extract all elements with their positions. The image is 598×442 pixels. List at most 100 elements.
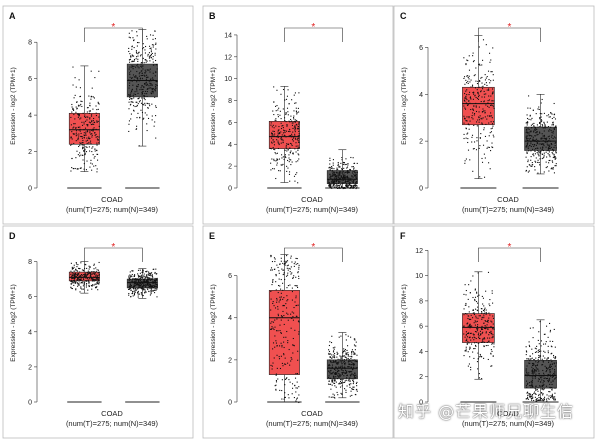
data-point	[151, 286, 153, 288]
data-point	[88, 278, 90, 280]
data-point	[282, 282, 284, 284]
data-point	[271, 132, 273, 134]
data-point	[472, 351, 474, 353]
data-point	[484, 320, 486, 322]
data-point	[353, 359, 355, 361]
data-point	[333, 360, 335, 363]
data-point	[86, 137, 88, 139]
data-point	[151, 91, 153, 93]
data-point	[532, 136, 534, 138]
data-point	[145, 279, 147, 282]
data-point	[526, 371, 528, 373]
data-point	[144, 289, 146, 291]
data-point	[280, 296, 282, 298]
data-point	[525, 146, 527, 148]
data-point	[356, 185, 358, 187]
data-point	[130, 275, 132, 277]
data-point	[344, 364, 346, 366]
data-point	[79, 271, 81, 273]
data-point	[351, 364, 353, 366]
data-point	[463, 57, 465, 59]
data-point	[531, 395, 533, 397]
data-point	[328, 352, 330, 354]
data-point	[78, 278, 80, 280]
data-point	[547, 374, 549, 376]
data-point	[132, 295, 134, 297]
data-point	[136, 77, 138, 80]
data-point	[526, 391, 529, 393]
data-point	[97, 276, 99, 279]
data-point	[129, 287, 131, 289]
data-point	[149, 60, 151, 62]
data-point	[279, 324, 281, 326]
data-point	[295, 285, 297, 287]
data-point	[351, 388, 353, 390]
data-point	[142, 270, 144, 272]
box-tumor	[68, 112, 100, 145]
data-point	[466, 99, 468, 101]
data-point	[477, 324, 479, 326]
data-point	[290, 357, 292, 359]
data-point	[342, 179, 345, 181]
data-point	[275, 381, 278, 383]
data-point	[525, 169, 528, 171]
data-point	[492, 327, 494, 329]
data-point	[96, 142, 98, 144]
data-point	[483, 100, 485, 102]
data-point	[343, 361, 345, 363]
data-point	[96, 136, 98, 138]
data-point	[88, 281, 90, 283]
data-point	[554, 158, 556, 160]
data-point	[465, 340, 467, 342]
data-point	[280, 332, 282, 334]
data-point	[281, 139, 283, 141]
data-point	[288, 348, 290, 351]
data-point	[277, 308, 279, 310]
data-point	[344, 367, 346, 369]
data-point	[146, 95, 148, 97]
data-point	[289, 130, 291, 133]
data-point	[355, 181, 357, 183]
data-point	[328, 371, 330, 373]
data-point	[332, 351, 335, 353]
data-point	[328, 364, 330, 366]
data-point	[328, 376, 330, 379]
data-point	[542, 140, 544, 142]
data-point	[137, 92, 139, 94]
data-point	[341, 176, 343, 178]
data-point	[273, 101, 275, 103]
data-point	[133, 58, 136, 61]
data-point	[278, 158, 281, 160]
data-point	[464, 162, 466, 164]
data-point	[333, 371, 335, 373]
data-point	[150, 289, 152, 291]
data-point	[490, 112, 492, 114]
data-point	[536, 364, 539, 366]
data-point	[538, 350, 541, 353]
data-point	[145, 271, 147, 273]
data-point	[331, 362, 333, 364]
data-point	[492, 74, 494, 76]
data-point	[545, 151, 547, 153]
data-point	[128, 32, 130, 34]
data-point	[71, 167, 73, 169]
data-point	[548, 360, 550, 362]
data-point	[151, 275, 153, 277]
data-point	[539, 116, 541, 119]
data-point	[297, 160, 299, 162]
data-point	[75, 106, 77, 108]
data-point	[465, 79, 467, 81]
data-point	[482, 309, 485, 312]
data-point	[78, 115, 80, 117]
data-point	[473, 313, 475, 315]
data-point	[528, 134, 530, 136]
data-point	[530, 159, 532, 161]
data-point	[334, 361, 336, 363]
data-point	[354, 377, 356, 379]
data-point	[474, 324, 476, 326]
data-point	[98, 271, 100, 273]
data-point	[540, 398, 542, 400]
data-point	[282, 108, 284, 110]
data-point	[283, 346, 285, 349]
data-point	[550, 387, 552, 389]
